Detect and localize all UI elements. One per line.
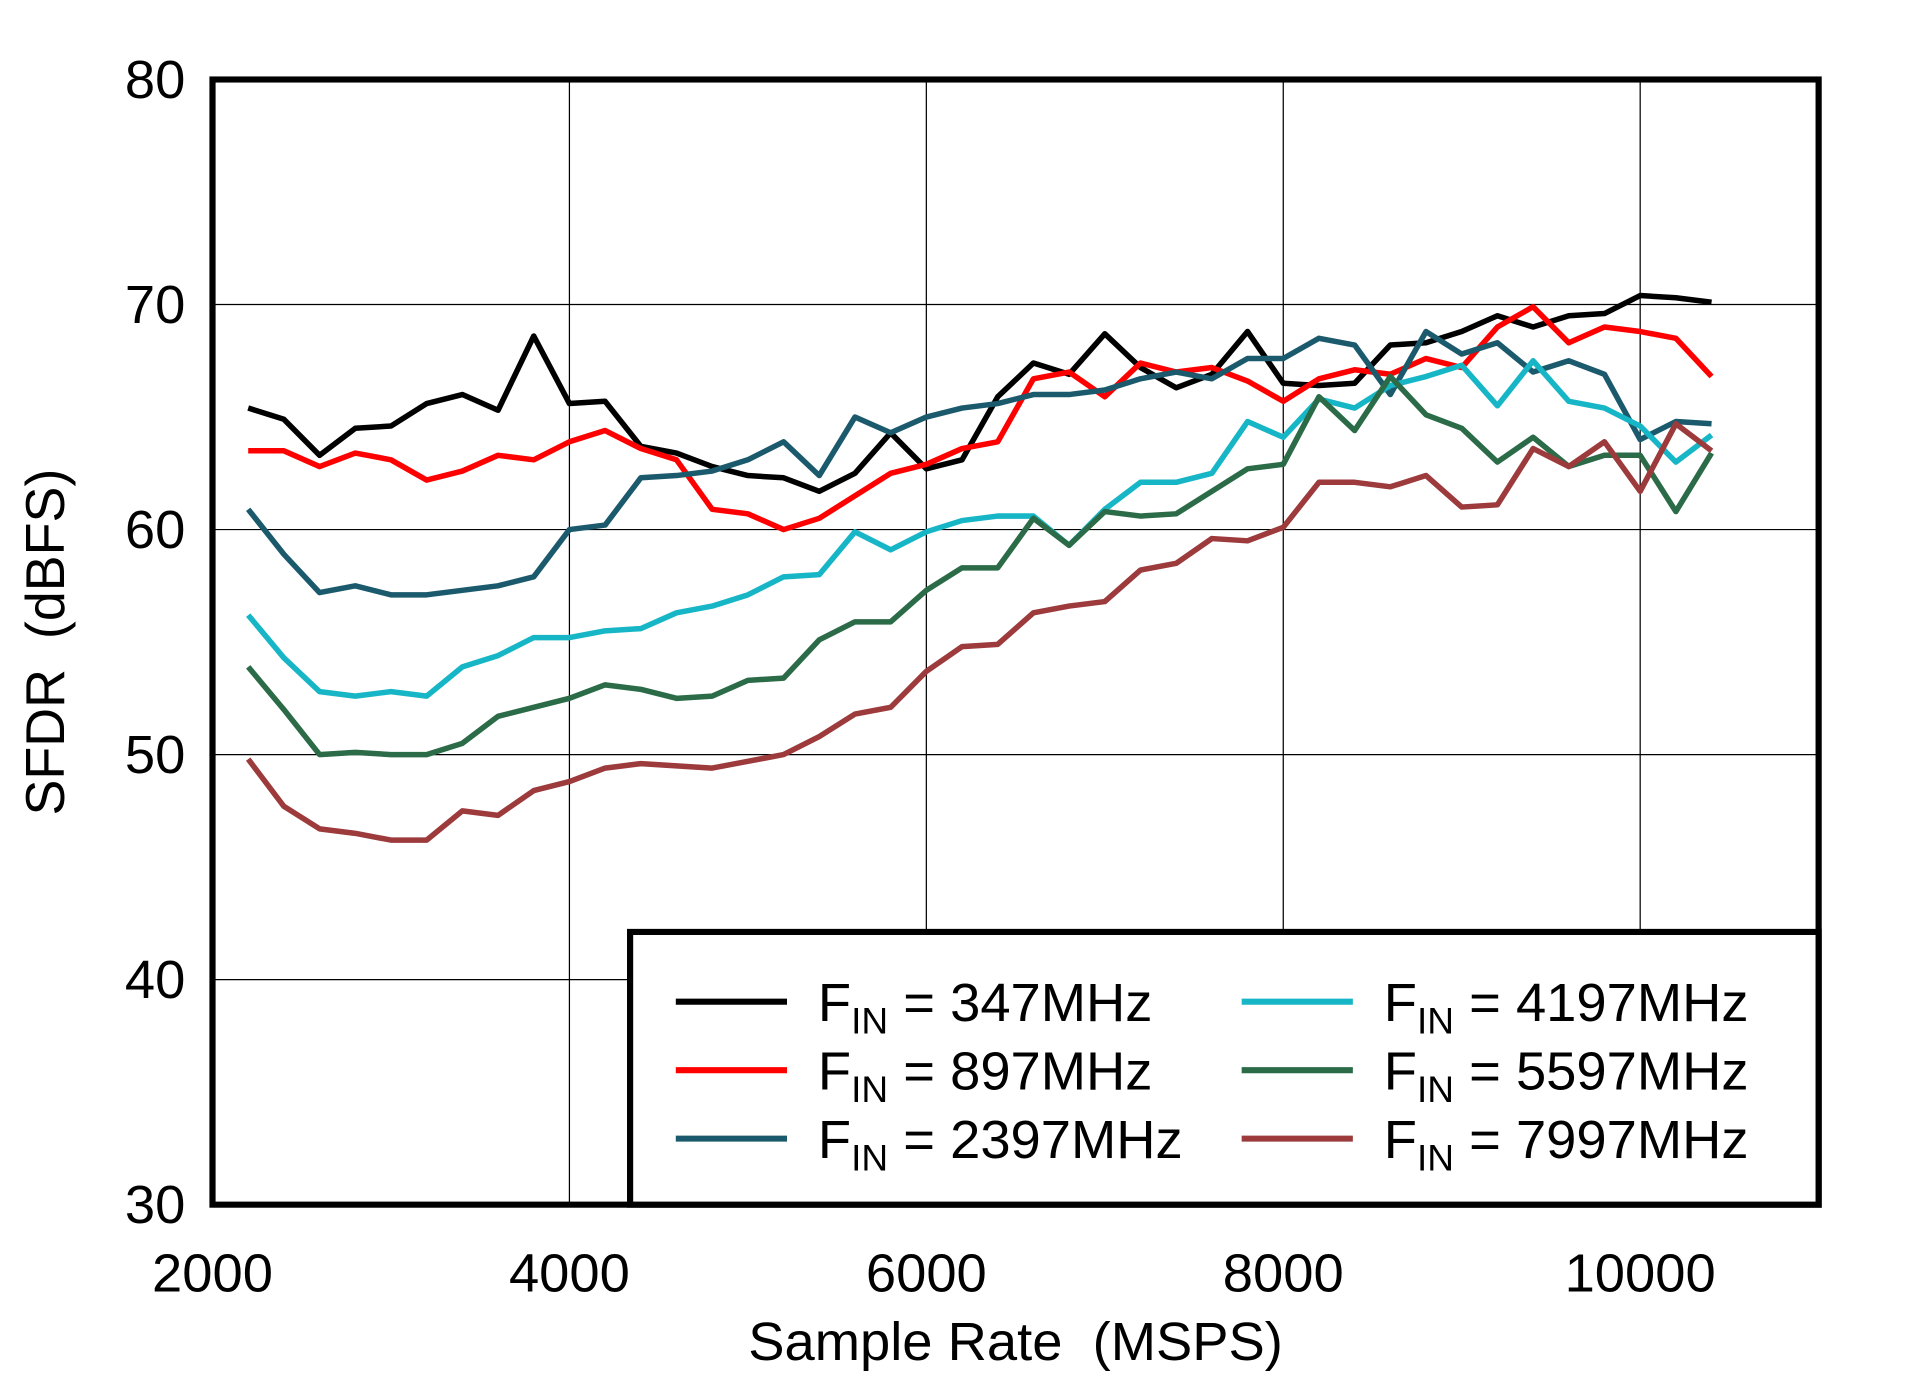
x-tick-label: 10000 bbox=[1565, 1244, 1716, 1304]
y-tick-label: 80 bbox=[125, 50, 185, 110]
series-line-4 bbox=[246, 373, 1714, 758]
y-tick-label: 70 bbox=[125, 275, 185, 335]
x-tick-label: 2000 bbox=[152, 1244, 273, 1304]
series-line-3 bbox=[246, 358, 1714, 699]
x-tick-label: 4000 bbox=[509, 1244, 630, 1304]
series-line-0 bbox=[247, 292, 1712, 495]
series-line-1 bbox=[248, 304, 1714, 533]
y-tick-label: 60 bbox=[125, 500, 185, 560]
legend-entry: FIN = 897MHz bbox=[818, 1042, 1153, 1110]
y-tick-label: 50 bbox=[125, 725, 185, 785]
y-tick-label: 40 bbox=[125, 950, 185, 1010]
series-line-2 bbox=[246, 328, 1712, 598]
series-line-5 bbox=[245, 421, 1714, 843]
legend-box bbox=[627, 928, 1822, 1208]
legend-entry: FIN = 2397MHz bbox=[818, 1110, 1183, 1178]
x-axis-label: Sample Rate (MSPS) bbox=[748, 1312, 1283, 1372]
legend-entry: FIN = 5597MHz bbox=[1384, 1042, 1749, 1110]
tick-labels: 2000 4000 6000 8000 10000 30 40 50 60 70 80 bbox=[125, 50, 1716, 1303]
x-tick-label: 8000 bbox=[1223, 1244, 1344, 1304]
legend-entry: FIN = 7997MHz bbox=[1384, 1110, 1749, 1178]
x-tick-label: 6000 bbox=[866, 1244, 987, 1304]
legend-entry: FIN = 4197MHz bbox=[1384, 973, 1749, 1041]
y-axis-label: SFDR (dBFS) bbox=[16, 469, 76, 816]
legend-entry: FIN = 347MHz bbox=[818, 973, 1153, 1041]
series-lines bbox=[245, 292, 1714, 843]
y-tick-label: 30 bbox=[125, 1175, 185, 1235]
